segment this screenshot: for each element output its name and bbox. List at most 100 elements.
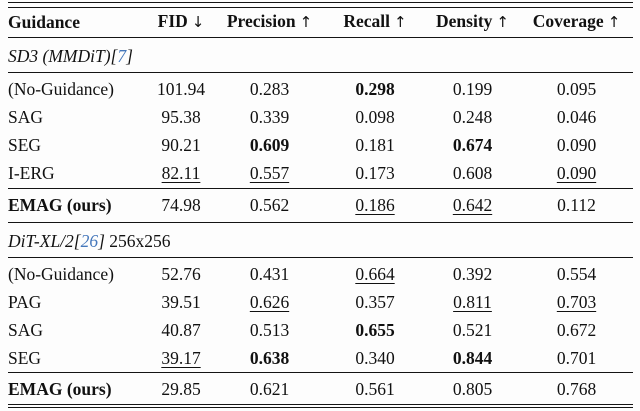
fid-value-cell: 82.11 <box>161 163 201 183</box>
table-row: SEG 39.17 0.638 0.340 0.844 0.701 <box>8 344 633 373</box>
column-label: Recall <box>343 11 391 31</box>
density-value-cell: 0.608 <box>452 163 493 183</box>
column-label: Density <box>436 11 493 31</box>
top-double-rule <box>8 2 633 8</box>
recall-value-cell: 0.664 <box>355 263 395 284</box>
precision-value-cell: 0.431 <box>249 263 290 284</box>
method-cell: PAG <box>8 291 42 312</box>
coverage-value-cell: 0.768 <box>520 372 633 404</box>
method-cell: SAG <box>8 319 44 340</box>
precision-value-cell: 0.557 <box>249 163 290 183</box>
fid-value-cell: 52.76 <box>161 263 201 284</box>
table-row: SAG 95.38 0.339 0.098 0.248 0.046 <box>8 104 633 132</box>
coverage-value-cell: 0.672 <box>556 319 597 340</box>
section-title-suffix: 256x256 <box>104 230 171 251</box>
coverage-value-cell: 0.554 <box>556 263 597 284</box>
column-label: Precision <box>226 11 296 31</box>
recall-value-cell: 0.357 <box>355 291 395 312</box>
metrics-table: Guidance FID ↓ Precision ↑ Recall ↑ Density… <box>8 8 633 404</box>
section-title-close: ] <box>98 230 105 251</box>
section-title-row-dit: DiT-XL/2[26] 256x256 <box>8 222 633 258</box>
recall-value-cell: 0.098 <box>355 107 395 127</box>
coverage-value-cell: 0.090 <box>556 163 597 183</box>
coverage-value-cell: 0.112 <box>520 187 633 223</box>
recall-value-cell: 0.340 <box>355 347 395 368</box>
precision-value-cell: 0.621 <box>214 372 325 404</box>
density-value-cell: 0.521 <box>452 319 493 340</box>
up-arrow-icon: ↑ <box>496 13 509 31</box>
density-value-cell: 0.248 <box>452 107 493 127</box>
column-header-fid: FID ↓ <box>148 8 214 38</box>
precision-value-cell: 0.638 <box>249 347 290 368</box>
coverage-value-cell: 0.703 <box>556 291 597 312</box>
density-value-cell: 0.199 <box>452 79 493 99</box>
fid-value-cell: 90.21 <box>161 135 201 155</box>
column-header-coverage: Coverage ↑ <box>520 8 633 38</box>
method-cell: EMAG (ours) <box>8 372 148 404</box>
precision-value-cell: 0.562 <box>214 187 325 223</box>
up-arrow-icon: ↑ <box>299 13 313 31</box>
recall-value-cell: 0.298 <box>355 79 395 99</box>
precision-value-cell: 0.626 <box>249 291 290 312</box>
section-sd3: SD3 (MMDiT)[7] (No-Guidance) 101.94 0.28… <box>8 37 633 223</box>
density-value-cell: 0.392 <box>452 263 493 284</box>
up-arrow-icon: ↑ <box>394 13 407 31</box>
fid-value-cell: 29.85 <box>148 372 214 404</box>
precision-value-cell: 0.609 <box>249 135 290 155</box>
density-value-cell: 0.844 <box>452 347 493 368</box>
section-title-close: ] <box>126 46 133 66</box>
method-cell: (No-Guidance) <box>8 263 114 284</box>
column-label: FID <box>157 11 188 31</box>
density-value-cell: 0.674 <box>452 135 493 155</box>
fid-value-cell: 101.94 <box>156 79 206 99</box>
fid-value-cell: 95.38 <box>161 107 201 127</box>
table-row: SEG 90.21 0.609 0.181 0.674 0.090 <box>8 132 633 160</box>
section-title-row-sd3: SD3 (MMDiT)[7] <box>8 37 633 73</box>
method-cell: SEG <box>8 135 42 155</box>
section-title: DiT-XL/2[26] 256x256 <box>8 222 633 258</box>
citation-link[interactable]: 26 <box>80 230 99 251</box>
recall-value-cell: 0.186 <box>325 187 425 223</box>
bottom-double-rule <box>8 404 633 409</box>
fid-value-cell: 74.98 <box>148 187 214 223</box>
method-cell: EMAG (ours) <box>8 187 148 223</box>
method-cell: SAG <box>8 107 44 127</box>
coverage-value-cell: 0.095 <box>556 79 597 99</box>
density-value-cell: 0.805 <box>425 372 520 404</box>
column-header-precision: Precision ↑ <box>214 8 325 38</box>
column-label: Coverage <box>532 11 604 31</box>
precision-value-cell: 0.513 <box>249 319 290 340</box>
recall-value-cell: 0.655 <box>355 319 395 340</box>
recall-value-cell: 0.561 <box>325 372 425 404</box>
column-header-density: Density ↑ <box>425 8 520 38</box>
fid-value-cell: 40.87 <box>161 319 201 340</box>
recall-value-cell: 0.173 <box>355 163 395 183</box>
recall-value-cell: 0.181 <box>355 135 395 155</box>
density-value-cell: 0.811 <box>453 291 492 312</box>
precision-value-cell: 0.339 <box>249 107 290 127</box>
coverage-value-cell: 0.701 <box>556 347 597 368</box>
fid-value-cell: 39.51 <box>161 291 201 312</box>
table-row: SAG 40.87 0.513 0.655 0.521 0.672 <box>8 316 633 344</box>
citation-link[interactable]: 7 <box>117 46 127 66</box>
column-header-guidance: Guidance <box>8 11 80 32</box>
table-row: (No-Guidance) 52.76 0.431 0.664 0.392 0.… <box>8 257 633 288</box>
section-title-text: DiT-XL/2[ <box>8 230 81 251</box>
fid-value-cell: 39.17 <box>161 347 201 368</box>
coverage-value-cell: 0.090 <box>556 135 597 155</box>
table-header: Guidance FID ↓ Precision ↑ Recall ↑ Density… <box>8 8 633 38</box>
method-cell: I-ERG <box>8 163 55 183</box>
method-cell: (No-Guidance) <box>8 79 114 99</box>
coverage-value-cell: 0.046 <box>556 107 597 127</box>
header-row: Guidance FID ↓ Precision ↑ Recall ↑ Density… <box>8 8 633 38</box>
column-header-recall: Recall ↑ <box>325 8 425 38</box>
table-row: I-ERG 82.11 0.557 0.173 0.608 0.090 <box>8 160 633 189</box>
section-title: SD3 (MMDiT)[7] <box>8 37 633 73</box>
up-arrow-icon: ↑ <box>607 13 621 31</box>
table-row-ours: EMAG (ours) 29.85 0.621 0.561 0.805 0.76… <box>8 372 633 404</box>
section-title-text: SD3 (MMDiT)[ <box>8 46 118 66</box>
precision-value-cell: 0.283 <box>249 79 290 99</box>
method-cell: SEG <box>8 347 42 368</box>
density-value-cell: 0.642 <box>425 187 520 223</box>
